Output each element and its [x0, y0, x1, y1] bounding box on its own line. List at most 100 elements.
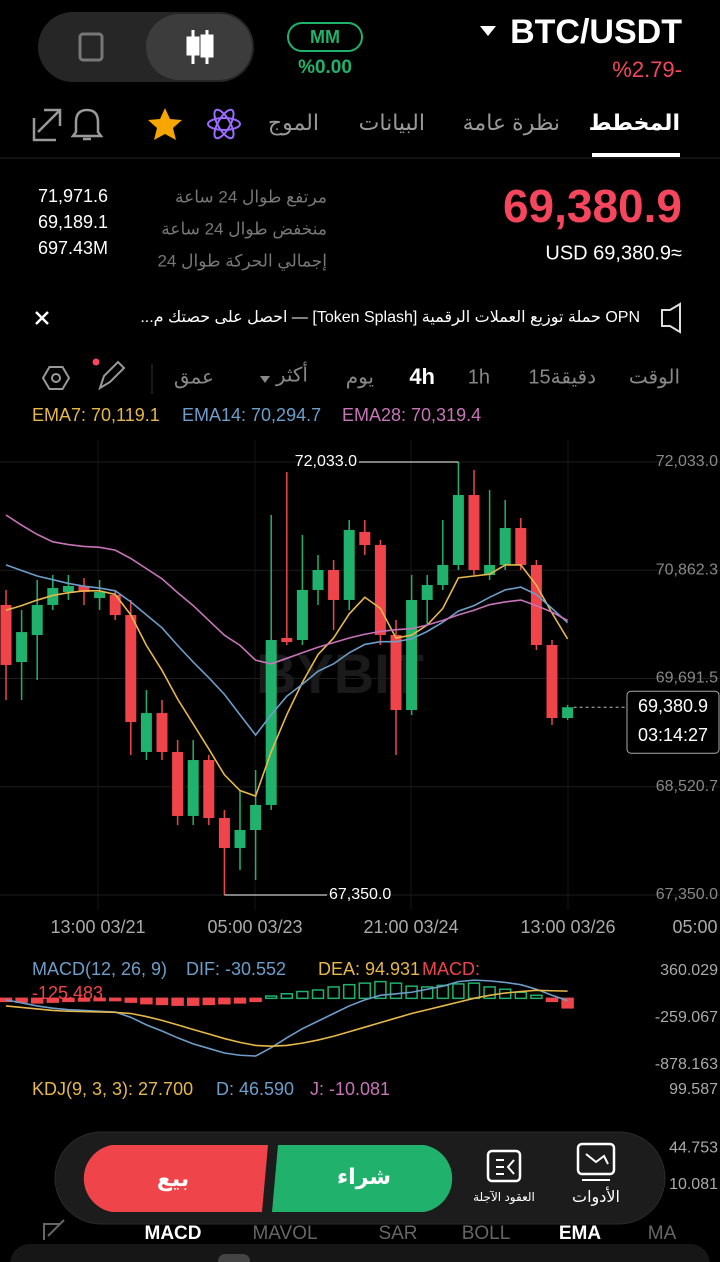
- interval[interactable]: يوم: [346, 366, 374, 388]
- candle-icon: [186, 30, 214, 64]
- interval[interactable]: الوقت: [629, 366, 680, 388]
- macd-dea-line: [5, 989, 568, 1047]
- candle-body: [78, 586, 90, 593]
- pair-dropdown[interactable]: [480, 26, 496, 36]
- mm: MM: [310, 27, 340, 47]
- macd-bar: [0, 997, 13, 1003]
- x-tick-label: 05:00: [672, 917, 717, 937]
- tab[interactable]: نظرة عامة: [463, 110, 560, 135]
- macd-bar: [140, 997, 153, 1005]
- usd-price: USD 69,380.9≈: [545, 242, 682, 264]
- indicator-tab[interactable]: MAVOL: [252, 1223, 317, 1244]
- stat-label: مرتفع طوال 24 ساعة: [175, 187, 327, 207]
- macd-bar: [233, 997, 247, 1004]
- macd-bar: [327, 986, 340, 1000]
- macd-bar: [218, 997, 231, 1005]
- candle-body: [406, 599, 418, 710]
- plot: 72,033.0 70,862.3 69,691.5 68,520.7 67,350.0…: [0, 405, 720, 1193]
- interval-selected[interactable]: 4h: [409, 364, 435, 389]
- stat-value: 697.43M: [38, 238, 108, 258]
- ema-label: EMA7: 70,119.1: [32, 405, 160, 425]
- tools-icon[interactable]: [576, 1142, 616, 1176]
- settings-icon-core: [51, 373, 61, 383]
- tab-underline: [592, 153, 680, 157]
- pair-change: %2.79-: [612, 57, 682, 82]
- candle-body: [312, 570, 324, 590]
- sheet-handle: [218, 1254, 250, 1262]
- kdj-d: D: 46.590: [216, 1079, 294, 1099]
- expand-indicators[interactable]: [43, 1219, 65, 1240]
- macd-bar: [280, 993, 294, 1000]
- buy-label[interactable]: شراء: [337, 1164, 391, 1190]
- futures-label[interactable]: العقود الآجلة: [473, 1190, 535, 1205]
- candle-body: [421, 584, 433, 600]
- interval[interactable]: أكثر: [275, 361, 308, 386]
- candle-body: [109, 594, 121, 616]
- candle-body: [187, 760, 199, 816]
- macd-bar: [530, 994, 543, 1000]
- pair[interactable]: BTC/USDT: [510, 13, 682, 51]
- banner[interactable]: OPN حملة توزيع العملات الرقمية [Token Sp…: [140, 309, 640, 327]
- y-tick-label: 67,350.0: [656, 886, 718, 903]
- futures-icon-lines: [496, 1159, 515, 1175]
- candle-body: [265, 640, 277, 805]
- macd-title: MACD(12, 26, 9): [32, 959, 167, 979]
- x-tick-label: 05:00 03/23: [207, 917, 302, 937]
- interval[interactable]: 1h: [468, 366, 490, 388]
- macd-bar: [452, 983, 465, 1000]
- stat-label: إجمالي الحركة طوال 24: [157, 251, 327, 271]
- macd-label: MACD:: [422, 959, 480, 979]
- indicator-tab[interactable]: SAR: [378, 1223, 417, 1244]
- tools-label[interactable]: الأدوات: [572, 1186, 620, 1207]
- candle-body: [31, 604, 43, 636]
- indicator-tab[interactable]: EMA: [559, 1223, 602, 1244]
- candle-body: [218, 817, 230, 849]
- close-banner[interactable]: [35, 311, 49, 325]
- more-dropdown[interactable]: [260, 376, 270, 383]
- pencil-icon[interactable]: [98, 360, 126, 391]
- low-label: 67,350.0: [329, 886, 391, 903]
- candle-body: [172, 751, 184, 816]
- y-tick-label: 70,862.3: [656, 561, 718, 578]
- buy-button[interactable]: [272, 1145, 453, 1212]
- indicator-tab[interactable]: MA: [648, 1223, 677, 1244]
- bell-icon[interactable]: [70, 108, 104, 141]
- candle-body: [94, 592, 106, 599]
- indicator-tab[interactable]: MACD: [145, 1223, 202, 1244]
- kdj-j: J: -10.081: [310, 1079, 390, 1099]
- star-icon[interactable]: [148, 108, 182, 140]
- tab[interactable]: الموج: [268, 110, 319, 136]
- ema-line: [5, 514, 568, 665]
- macd-bar: [171, 997, 184, 1006]
- sell-button[interactable]: [83, 1145, 268, 1212]
- candle-body: [0, 604, 12, 665]
- candle-body: [125, 615, 137, 723]
- candle-body: [156, 713, 168, 752]
- tab[interactable]: المخطط: [589, 110, 680, 135]
- futures-icon[interactable]: [486, 1149, 522, 1183]
- macd-bar: [77, 997, 91, 1002]
- interval[interactable]: 15دقيقة: [528, 366, 596, 388]
- macd-bar: [561, 997, 574, 1009]
- macd-bar: [483, 986, 496, 1000]
- expand-icon[interactable]: [32, 108, 62, 142]
- kdj-tick-label: 10.081: [669, 1176, 718, 1193]
- candle-body: [359, 532, 371, 546]
- candle-body: [499, 528, 511, 566]
- interval[interactable]: عمق: [174, 366, 214, 388]
- mm-pill[interactable]: [287, 22, 363, 52]
- y-tick-label: 69,691.5: [656, 670, 718, 687]
- candle-body: [484, 565, 496, 575]
- macd-bar: [30, 997, 44, 1004]
- candle-body: [47, 588, 59, 605]
- atom-icon[interactable]: [207, 107, 241, 141]
- tab[interactable]: البيانات: [359, 110, 425, 135]
- settings-icon[interactable]: [41, 366, 71, 390]
- macd-tick-label: 360.029: [660, 962, 718, 979]
- news-icon: [78, 32, 104, 62]
- candle-body: [281, 637, 293, 643]
- indicator-tab[interactable]: BOLL: [462, 1223, 511, 1244]
- current-price: 69,380.9: [638, 696, 708, 716]
- candle-body: [328, 570, 340, 600]
- sell-label[interactable]: بيع: [157, 1166, 189, 1192]
